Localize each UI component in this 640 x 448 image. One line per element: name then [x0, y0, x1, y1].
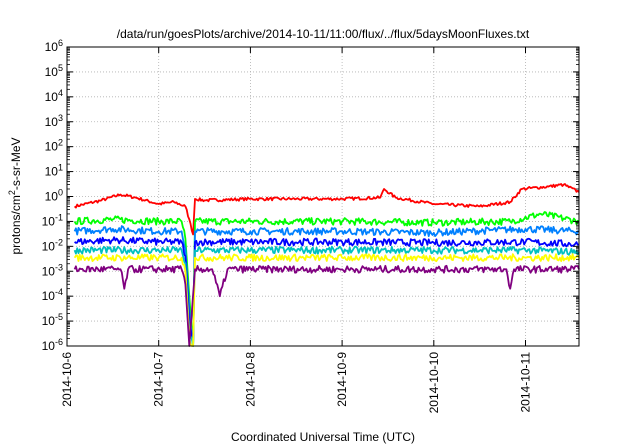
y-tick-label: 10-2 — [42, 237, 63, 253]
y-axis-label-suffix: -s-sr-MeV — [9, 137, 23, 190]
x-axis-label: Coordinated Universal Time (UTC) — [231, 430, 415, 444]
axis-ticks: 10610510410310210110010-110-210-310-410-… — [42, 38, 579, 413]
flux-series-line — [73, 264, 580, 347]
x-tick-label: 2014-10-6 — [60, 352, 74, 407]
chart-title: /data/run/goesPlots/archive/2014-10-11/1… — [117, 27, 530, 41]
y-tick-base: 10 — [42, 239, 56, 253]
y-tick-exponent: -2 — [55, 237, 63, 247]
y-tick-base: 10 — [45, 165, 59, 179]
y-tick-exponent: 2 — [58, 138, 63, 148]
y-tick-exponent: -4 — [55, 287, 63, 297]
y-tick-label: 10-5 — [42, 312, 63, 328]
flux-series-line — [74, 236, 580, 347]
y-tick-label: 10-6 — [42, 337, 63, 353]
y-tick-exponent: -5 — [55, 312, 63, 322]
y-tick-base: 10 — [45, 90, 59, 104]
flux-series-line — [73, 183, 580, 236]
svg-text:protons/cm2-s-sr-MeV: protons/cm2-s-sr-MeV — [7, 137, 23, 254]
y-axis-label: protons/cm2-s-sr-MeV — [7, 137, 23, 254]
y-tick-label: 10-3 — [42, 262, 63, 278]
grid-lines — [67, 47, 579, 346]
flux-series-line — [73, 245, 580, 347]
flux-series-line — [73, 225, 579, 347]
y-axis-label-superscript: 2 — [7, 190, 17, 195]
y-axis-label-prefix: protons/cm — [9, 195, 23, 254]
y-tick-base: 10 — [42, 214, 56, 228]
y-tick-label: 103 — [45, 113, 63, 129]
y-tick-exponent: -6 — [55, 337, 63, 347]
y-tick-base: 10 — [45, 190, 59, 204]
y-tick-base: 10 — [45, 65, 59, 79]
y-tick-base: 10 — [45, 115, 59, 129]
y-tick-base: 10 — [42, 314, 56, 328]
y-tick-exponent: 4 — [58, 88, 63, 98]
y-tick-label: 104 — [45, 88, 63, 104]
y-tick-base: 10 — [42, 264, 56, 278]
x-tick-label: 2014-10-11 — [519, 352, 533, 413]
data-series — [73, 183, 580, 347]
y-tick-label: 100 — [45, 188, 63, 204]
x-tick-label: 2014-10-8 — [243, 352, 257, 407]
y-tick-exponent: 0 — [58, 188, 63, 198]
x-tick-label: 2014-10-9 — [335, 352, 349, 407]
y-tick-base: 10 — [42, 289, 56, 303]
y-tick-exponent: -3 — [55, 262, 63, 272]
y-tick-exponent: 5 — [58, 63, 63, 73]
y-tick-base: 10 — [42, 339, 56, 353]
y-tick-label: 10-1 — [42, 212, 63, 228]
y-tick-base: 10 — [45, 140, 59, 154]
y-tick-exponent: 6 — [58, 38, 63, 48]
y-tick-exponent: 1 — [58, 163, 63, 173]
y-tick-label: 106 — [45, 38, 63, 54]
x-tick-label: 2014-10-10 — [427, 352, 441, 414]
flux-series-line — [73, 211, 580, 347]
flux-series-line — [73, 253, 580, 347]
x-tick-label: 2014-10-7 — [152, 352, 166, 407]
y-tick-exponent: -1 — [55, 212, 63, 222]
y-tick-exponent: 3 — [58, 113, 63, 123]
y-tick-label: 102 — [45, 138, 63, 154]
y-tick-base: 10 — [45, 40, 59, 54]
y-tick-label: 101 — [45, 163, 63, 179]
y-tick-label: 105 — [45, 63, 63, 79]
y-tick-label: 10-4 — [42, 287, 63, 303]
